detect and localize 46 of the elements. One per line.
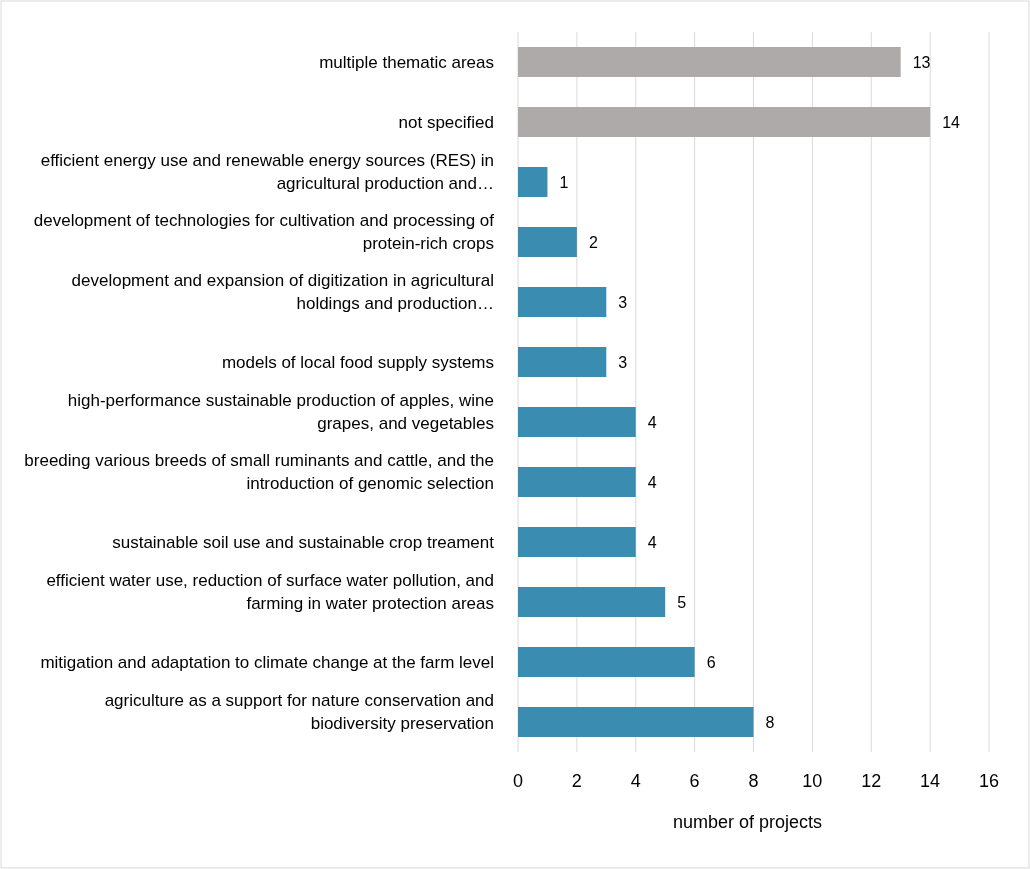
data-label: 2 <box>588 233 598 251</box>
bar <box>518 287 607 317</box>
y-tick-label: not specified <box>398 112 494 132</box>
bar <box>518 107 931 137</box>
bar <box>518 407 636 437</box>
x-tick-label: 0 <box>512 771 524 791</box>
bar <box>518 47 901 77</box>
y-tick-label: agriculture as a support for nature conservation and biodiversity preservation <box>104 691 494 733</box>
bar <box>518 647 695 677</box>
y-tick-label: multiple thematic areas <box>319 52 494 72</box>
data-label: 13 <box>912 53 931 71</box>
data-label: 8 <box>765 713 775 731</box>
y-tick-label: efficient energy use and renewable energy sources (RES) in agricultural production and… <box>40 151 494 193</box>
x-tick-label: 8 <box>748 771 759 791</box>
data-label: 3 <box>618 353 628 371</box>
x-tick-label: 6 <box>689 771 700 791</box>
y-tick-label: efficient water use, reduction of surface water pollution, and farming in water protection areas <box>46 571 494 613</box>
bar <box>518 467 636 497</box>
y-tick-label: development and expansion of digitization in agricultural holdings and production… <box>71 271 494 313</box>
x-tick-label: 2 <box>571 771 582 791</box>
x-axis-title: number of projects <box>672 812 823 832</box>
data-label: 4 <box>647 533 657 551</box>
data-label: 1 <box>559 173 569 191</box>
y-tick-label: models of local food supply systems <box>221 352 494 372</box>
data-label: 4 <box>647 413 657 431</box>
y-tick-label: breeding various breeds of small ruminants and cattle, and the introduction of genomic selection <box>24 451 494 493</box>
y-tick-label: sustainable soil use and sustainable crop treament <box>112 532 495 552</box>
bar <box>518 167 548 197</box>
bar <box>518 227 577 257</box>
bar <box>518 707 754 737</box>
bar <box>518 587 666 617</box>
x-tick-label: 4 <box>630 771 641 791</box>
bar <box>518 347 607 377</box>
data-label: 5 <box>677 593 687 611</box>
y-tick-label: development of technologies for cultivation and processing of protein-rich crops <box>33 211 495 253</box>
x-tick-label: 16 <box>978 771 1000 791</box>
x-tick-label: 14 <box>920 771 941 791</box>
data-label: 3 <box>618 293 628 311</box>
x-tick-label: 10 <box>802 771 823 791</box>
bar <box>518 527 636 557</box>
y-tick-label: high-performance sustainable production of apples, wine grapes, and vegetables <box>67 391 494 433</box>
data-label: 14 <box>942 113 961 131</box>
data-label: 6 <box>706 653 716 671</box>
data-label: 4 <box>647 473 657 491</box>
x-tick-label: 12 <box>861 771 882 791</box>
y-tick-label: mitigation and adaptation to climate change at the farm level <box>40 652 494 672</box>
